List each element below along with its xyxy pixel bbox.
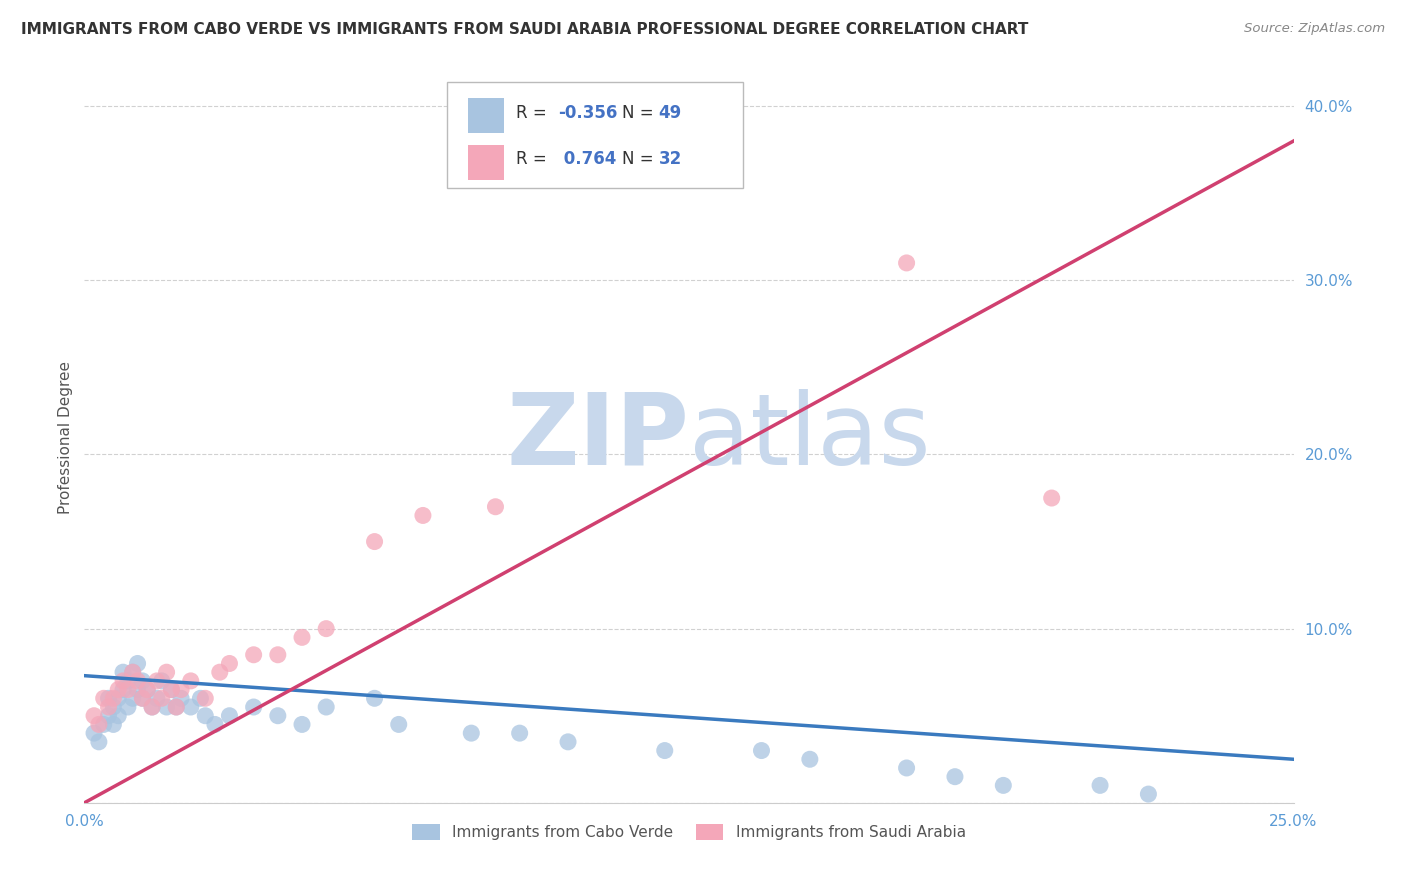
Point xyxy=(751,743,773,757)
Y-axis label: Professional Degree: Professional Degree xyxy=(58,360,73,514)
Point xyxy=(484,500,506,514)
Point xyxy=(180,700,202,714)
Point xyxy=(242,648,264,662)
Point xyxy=(170,691,193,706)
Point xyxy=(117,700,139,714)
Point xyxy=(131,691,153,706)
Point xyxy=(146,691,169,706)
Point xyxy=(121,665,143,680)
Point xyxy=(97,691,120,706)
Point xyxy=(165,700,187,714)
Point xyxy=(388,717,411,731)
Legend: Immigrants from Cabo Verde, Immigrants from Saudi Arabia: Immigrants from Cabo Verde, Immigrants f… xyxy=(406,818,972,847)
Bar xyxy=(468,98,503,134)
Point xyxy=(160,682,183,697)
Point xyxy=(112,682,135,697)
Text: -0.356: -0.356 xyxy=(558,103,617,121)
Point xyxy=(363,691,385,706)
Point xyxy=(799,752,821,766)
Point xyxy=(117,682,139,697)
Point xyxy=(315,622,337,636)
Point xyxy=(121,665,143,680)
Point xyxy=(136,682,159,697)
Point xyxy=(155,665,177,680)
Point xyxy=(208,665,231,680)
Point xyxy=(557,735,579,749)
Point xyxy=(165,700,187,714)
Point xyxy=(155,700,177,714)
Point xyxy=(121,691,143,706)
Point xyxy=(127,682,149,697)
Point xyxy=(103,700,125,714)
Point xyxy=(943,770,966,784)
Point xyxy=(218,657,240,671)
Point xyxy=(127,657,149,671)
Point xyxy=(194,708,217,723)
Point xyxy=(112,665,135,680)
Point xyxy=(127,673,149,688)
Point xyxy=(93,717,115,731)
Point xyxy=(194,691,217,706)
Point xyxy=(107,708,129,723)
Point xyxy=(315,700,337,714)
Point xyxy=(93,691,115,706)
Point xyxy=(460,726,482,740)
Point xyxy=(141,700,163,714)
Point xyxy=(1137,787,1160,801)
Point xyxy=(267,708,290,723)
Point xyxy=(136,682,159,697)
Point xyxy=(160,682,183,697)
Point xyxy=(97,708,120,723)
Text: Source: ZipAtlas.com: Source: ZipAtlas.com xyxy=(1244,22,1385,36)
Point xyxy=(291,717,314,731)
Point xyxy=(1040,491,1063,505)
Point xyxy=(654,743,676,757)
Point xyxy=(150,691,173,706)
Point xyxy=(146,673,169,688)
Point xyxy=(218,708,240,723)
Point xyxy=(190,691,212,706)
Point xyxy=(107,691,129,706)
Text: N =: N = xyxy=(623,103,659,121)
Point xyxy=(83,708,105,723)
Point xyxy=(97,700,120,714)
Point xyxy=(103,691,125,706)
Point xyxy=(112,673,135,688)
Point xyxy=(170,682,193,697)
Bar xyxy=(468,145,503,180)
Point xyxy=(267,648,290,662)
Point xyxy=(103,717,125,731)
Point xyxy=(107,682,129,697)
Text: atlas: atlas xyxy=(689,389,931,485)
Point xyxy=(1088,778,1111,792)
Point xyxy=(83,726,105,740)
Point xyxy=(141,700,163,714)
Text: N =: N = xyxy=(623,150,659,168)
Text: IMMIGRANTS FROM CABO VERDE VS IMMIGRANTS FROM SAUDI ARABIA PROFESSIONAL DEGREE C: IMMIGRANTS FROM CABO VERDE VS IMMIGRANTS… xyxy=(21,22,1028,37)
Point xyxy=(180,673,202,688)
Point xyxy=(363,534,385,549)
Point xyxy=(291,631,314,645)
Text: 49: 49 xyxy=(659,103,682,121)
Point xyxy=(131,673,153,688)
Point xyxy=(204,717,226,731)
Text: R =: R = xyxy=(516,103,553,121)
Point xyxy=(509,726,531,740)
Point xyxy=(87,735,110,749)
Point xyxy=(896,761,918,775)
Text: ZIP: ZIP xyxy=(506,389,689,485)
Point xyxy=(412,508,434,523)
Point xyxy=(242,700,264,714)
FancyBboxPatch shape xyxy=(447,82,744,188)
Point xyxy=(993,778,1015,792)
Point xyxy=(150,673,173,688)
Text: R =: R = xyxy=(516,150,553,168)
Text: 0.764: 0.764 xyxy=(558,150,617,168)
Point xyxy=(896,256,918,270)
Point xyxy=(117,673,139,688)
Point xyxy=(131,691,153,706)
Text: 32: 32 xyxy=(659,150,682,168)
Point xyxy=(87,717,110,731)
